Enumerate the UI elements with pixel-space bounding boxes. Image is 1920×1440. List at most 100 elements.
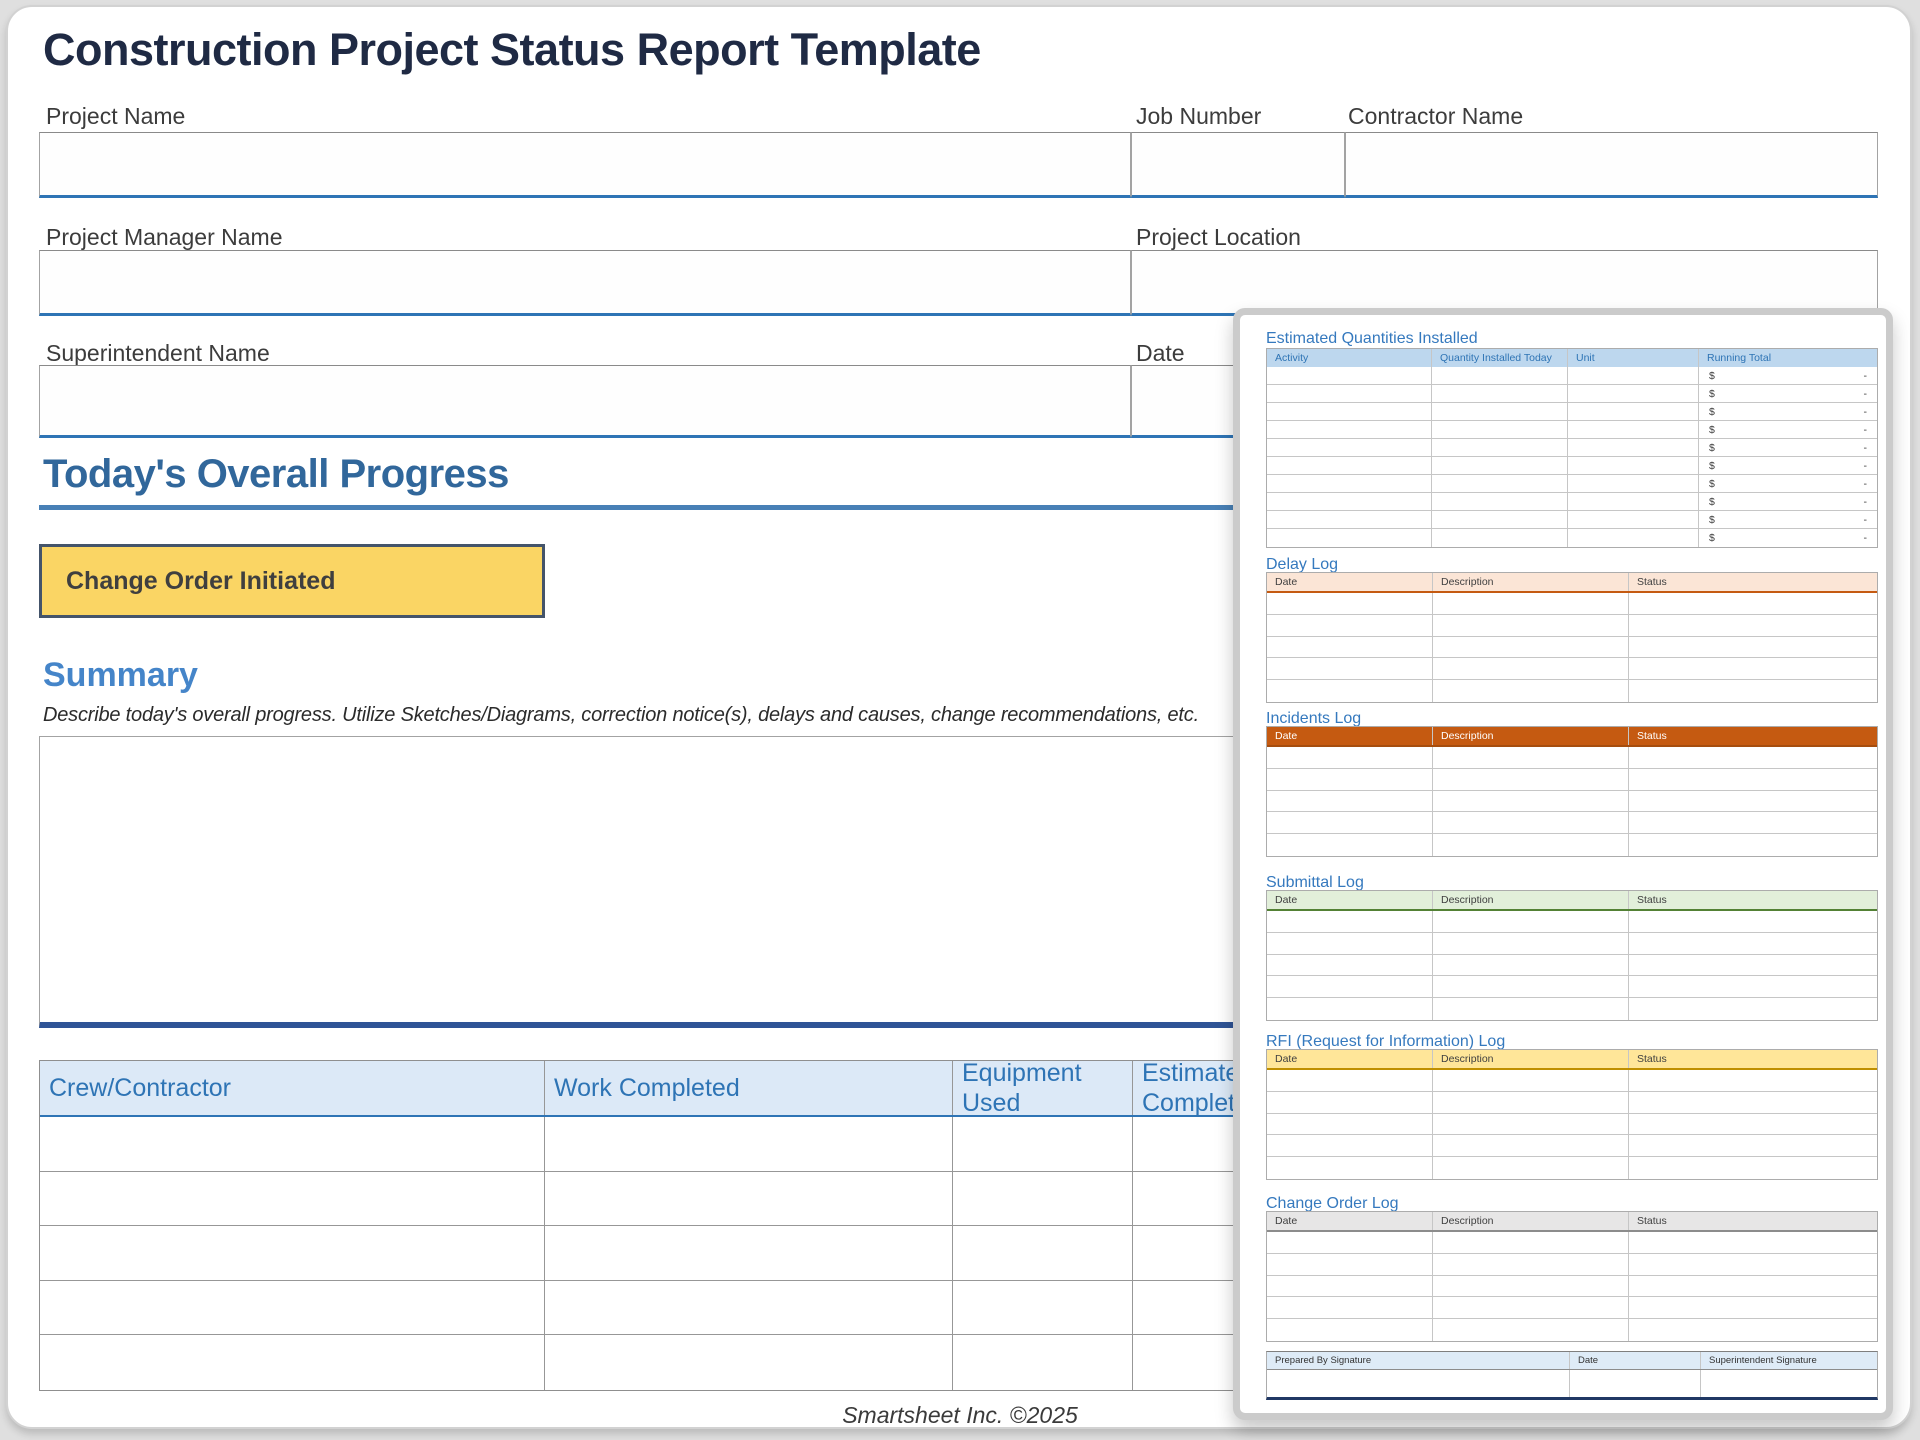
table-cell[interactable]: [1432, 403, 1568, 420]
project-location-input[interactable]: [1131, 250, 1878, 316]
table-cell[interactable]: [1629, 955, 1877, 976]
table-cell[interactable]: [1267, 1113, 1433, 1135]
table-cell[interactable]: [1267, 1157, 1433, 1179]
table-cell[interactable]: [1267, 976, 1433, 998]
table-cell[interactable]: [953, 1335, 1133, 1390]
table-cell[interactable]: [1432, 529, 1568, 547]
table-cell[interactable]: [1568, 511, 1699, 528]
table-cell[interactable]: [1267, 529, 1432, 547]
table-cell[interactable]: [1629, 637, 1877, 658]
project-manager-input[interactable]: [39, 250, 1131, 316]
table-cell[interactable]: [1432, 511, 1568, 528]
table-cell[interactable]: [1629, 911, 1877, 932]
table-cell[interactable]: [545, 1171, 953, 1226]
project-name-input[interactable]: [39, 132, 1131, 198]
table-cell[interactable]: [953, 1117, 1133, 1171]
table-cell[interactable]: [1433, 1135, 1629, 1157]
table-cell[interactable]: [1432, 475, 1568, 492]
table-cell[interactable]: [1267, 1232, 1433, 1253]
table-cell[interactable]: [1433, 1157, 1629, 1179]
table-cell[interactable]: [1629, 1114, 1877, 1135]
table-cell[interactable]: [1629, 812, 1877, 833]
table-cell[interactable]: [1267, 385, 1432, 402]
table-cell[interactable]: [1629, 747, 1877, 768]
table-cell[interactable]: [40, 1280, 545, 1335]
table-cell[interactable]: [1267, 457, 1432, 474]
table-cell[interactable]: [1568, 457, 1699, 474]
table-cell[interactable]: [545, 1335, 953, 1390]
table-cell[interactable]: $ -: [1699, 493, 1877, 510]
table-cell[interactable]: $ -: [1699, 403, 1877, 420]
table-cell[interactable]: [953, 1280, 1133, 1335]
table-cell[interactable]: [1433, 1297, 1629, 1319]
table-cell[interactable]: [953, 1226, 1133, 1280]
table-cell[interactable]: [1267, 768, 1433, 790]
table-cell[interactable]: $ -: [1699, 439, 1877, 456]
table-cell[interactable]: [1433, 614, 1629, 636]
table-cell[interactable]: [1433, 790, 1629, 812]
table-cell[interactable]: [1433, 976, 1629, 998]
table-cell[interactable]: [953, 1171, 1133, 1226]
table-cell[interactable]: $ -: [1699, 421, 1877, 438]
table-cell[interactable]: [1267, 1070, 1433, 1091]
table-cell[interactable]: [1267, 790, 1433, 812]
table-cell[interactable]: [1629, 933, 1877, 954]
table-cell[interactable]: [40, 1117, 545, 1171]
table-cell[interactable]: [40, 1335, 545, 1390]
table-cell[interactable]: [1267, 932, 1433, 954]
table-cell[interactable]: [1433, 658, 1629, 680]
table-cell[interactable]: [1433, 747, 1629, 768]
table-cell[interactable]: [1433, 834, 1629, 856]
table-cell[interactable]: [1629, 1297, 1877, 1318]
table-cell[interactable]: [1568, 421, 1699, 438]
table-cell[interactable]: [1267, 911, 1433, 932]
table-cell[interactable]: [1629, 680, 1877, 702]
table-cell[interactable]: [1568, 529, 1699, 547]
table-cell[interactable]: [1629, 1070, 1877, 1091]
table-cell[interactable]: [1433, 1113, 1629, 1135]
table-cell[interactable]: [1629, 1092, 1877, 1113]
table-cell[interactable]: [1267, 367, 1432, 384]
table-cell[interactable]: [1701, 1370, 1877, 1397]
table-cell[interactable]: [1433, 593, 1629, 614]
table-cell[interactable]: [1433, 1232, 1629, 1253]
table-cell[interactable]: [1433, 998, 1629, 1020]
table-cell[interactable]: [1267, 636, 1433, 658]
table-cell[interactable]: [1267, 1370, 1570, 1397]
table-cell[interactable]: [1432, 439, 1568, 456]
superintendent-name-input[interactable]: [39, 365, 1131, 438]
table-cell[interactable]: [1433, 812, 1629, 834]
table-cell[interactable]: [1267, 475, 1432, 492]
table-cell[interactable]: [1629, 1157, 1877, 1179]
table-cell[interactable]: [1267, 1135, 1433, 1157]
table-cell[interactable]: [1433, 768, 1629, 790]
job-number-input[interactable]: [1131, 132, 1345, 198]
table-cell[interactable]: [1432, 421, 1568, 438]
table-cell[interactable]: [1568, 475, 1699, 492]
table-cell[interactable]: [1629, 791, 1877, 812]
change-order-initiated-field[interactable]: Change Order Initiated: [39, 544, 545, 618]
table-cell[interactable]: [1432, 385, 1568, 402]
table-cell[interactable]: [1267, 658, 1433, 680]
table-cell[interactable]: [1267, 747, 1433, 768]
table-cell[interactable]: [1267, 614, 1433, 636]
table-cell[interactable]: [1267, 998, 1433, 1020]
table-cell[interactable]: [1629, 615, 1877, 636]
table-cell[interactable]: [1267, 421, 1432, 438]
table-cell[interactable]: $ -: [1699, 511, 1877, 528]
table-cell[interactable]: [1568, 385, 1699, 402]
table-cell[interactable]: [1629, 976, 1877, 997]
table-cell[interactable]: $ -: [1699, 529, 1877, 547]
table-cell[interactable]: [545, 1117, 953, 1171]
table-cell[interactable]: [1629, 834, 1877, 856]
table-cell[interactable]: [1629, 998, 1877, 1020]
table-cell[interactable]: [40, 1171, 545, 1226]
table-cell[interactable]: [545, 1226, 953, 1280]
table-cell[interactable]: [1433, 911, 1629, 932]
table-cell[interactable]: [1568, 367, 1699, 384]
table-cell[interactable]: [1432, 493, 1568, 510]
table-cell[interactable]: [1267, 1297, 1433, 1319]
table-cell[interactable]: [1433, 954, 1629, 976]
table-cell[interactable]: [1267, 1275, 1433, 1297]
table-cell[interactable]: [1433, 636, 1629, 658]
